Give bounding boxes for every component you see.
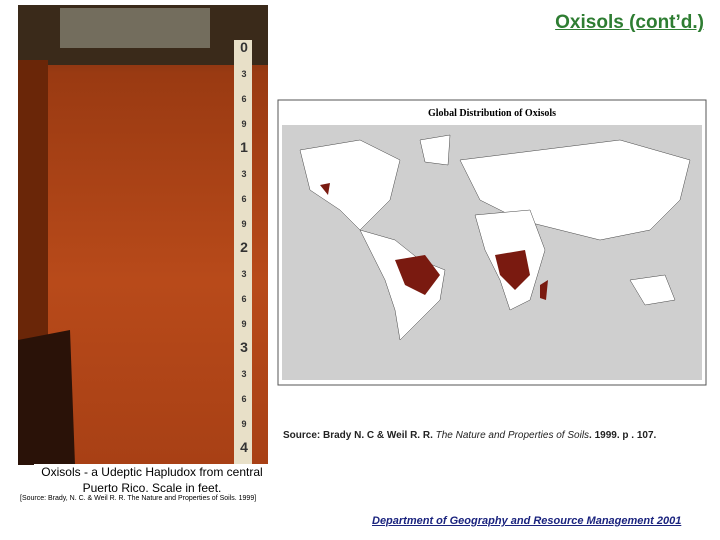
ruler: 0 3 6 9 1 3 6 9 2 3 6 9 3 3 6 9 4	[240, 40, 248, 455]
slide-title: Oxisols (cont’d.)	[555, 12, 704, 33]
map-source: Source: Brady N. C & Weil R. R. The Natu…	[283, 430, 656, 441]
ruler-label: 4	[240, 439, 248, 455]
source-prefix: Source: Brady N. C & Weil R. R.	[283, 430, 436, 441]
ruler-label: 9	[241, 119, 246, 129]
photo-source: [Source: Brady, N. C. & Weil R. R. The N…	[20, 495, 257, 502]
source-book: The Nature and Properties of Soils	[435, 430, 590, 441]
ruler-label: 3	[241, 169, 246, 179]
source-suffix: . 1999. p . 107.	[589, 430, 657, 441]
ruler-label: 9	[241, 319, 246, 329]
map-title: Global Distribution of Oxisols	[427, 108, 557, 119]
ruler-label: 0	[240, 40, 248, 55]
photo-caption: Oxisols - a Udeptic Hapludox from centra…	[34, 464, 270, 496]
ruler-label: 6	[241, 94, 246, 104]
ruler-label: 6	[241, 294, 246, 304]
ruler-label: 9	[241, 419, 246, 429]
soil-photo	[18, 5, 268, 465]
ruler-label: 3	[240, 339, 248, 355]
ruler-label: 6	[241, 394, 246, 404]
ruler-label: 2	[240, 239, 248, 255]
ruler-label: 9	[241, 219, 246, 229]
ruler-label: 6	[241, 194, 246, 204]
map	[277, 99, 707, 386]
ruler-label: 1	[240, 139, 248, 155]
ruler-label: 3	[241, 269, 246, 279]
ruler-label: 3	[241, 69, 246, 79]
footer: Department of Geography and Resource Man…	[372, 515, 682, 527]
ruler-label: 3	[241, 369, 246, 379]
